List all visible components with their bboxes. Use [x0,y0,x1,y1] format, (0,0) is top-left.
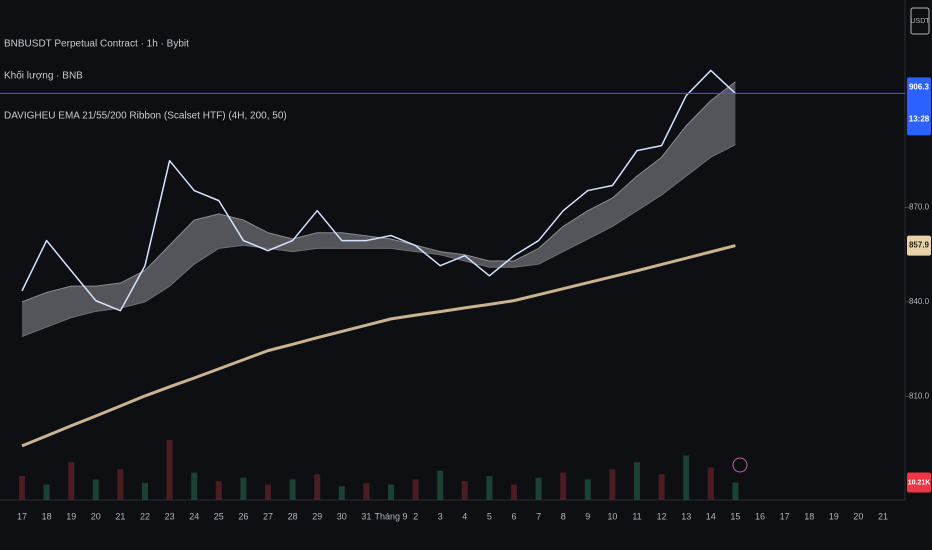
volume-bar [289,479,296,500]
volume-bar [584,479,591,500]
volume-bar [142,482,148,500]
ema-badge-label: 857.9 [909,241,930,250]
x-tick-label: 3 [438,511,443,521]
x-tick-label: 28 [288,511,298,521]
volume-bar [412,479,419,500]
x-tick-label: 26 [238,511,248,521]
volume-bar [511,484,517,500]
x-tick-label: 19 [66,511,76,521]
countdown: 13:28 [909,115,930,124]
currency: USDT [910,18,930,25]
series-line [21,144,736,337]
volume-bar [92,479,99,500]
volume-bar [68,462,75,500]
y-tick-label: 870.0 [909,203,930,212]
x-tick-label: 10 [607,511,617,521]
volume-bar [388,484,394,500]
x-tick-label: 4 [462,511,467,521]
x-tick-label: 8 [561,511,566,521]
x-tick-label: 17 [780,511,790,521]
volume-bar [191,472,198,500]
volume-bar [437,470,444,500]
volume-bar [486,476,493,500]
price-badge-label: 906.3 [909,83,930,92]
currency-box[interactable] [910,7,930,35]
price-badge [907,77,931,136]
x-tick-label: 6 [511,511,516,521]
series-line [21,69,736,312]
volume-bar [535,477,542,500]
volume-bar [707,467,714,500]
volume-bar [166,440,173,500]
indicator-title: DAVIGHEU EMA 21/55/200 Ribbon (Scalset H… [4,111,287,122]
volume-badge [907,472,931,493]
x-tick-label: Tháng 9 [374,511,407,521]
x-tick-label: 14 [706,511,716,521]
y-tick-label: 810.0 [909,391,930,400]
volume-bar [634,462,640,500]
x-tick-label: 25 [214,511,224,521]
x-tick-label: 21 [878,511,888,521]
x-tick-label: 18 [42,511,52,521]
x-tick-label: 20 [853,511,863,521]
volume-bar [265,484,271,500]
volume-title: Khối lượng · BNB [4,70,83,82]
x-tick-label: 15 [730,511,740,521]
chart-title: BNBUSDT Perpetual Contract · 1h · Bybit [4,39,189,50]
plot-area [19,69,739,500]
volume-bar [19,476,25,500]
x-tick-label: 17 [17,511,27,521]
x-tick-label: 16 [755,511,765,521]
x-tick-label: 29 [312,511,322,521]
x-tick-label: 13 [681,511,691,521]
y-tick-label: 840.0 [909,297,930,306]
event-icon[interactable] [732,457,748,473]
x-tick-label: 31 [361,511,371,521]
volume-bar [43,484,50,500]
x-tick-label: 20 [91,511,101,521]
x-tick-label: 11 [632,511,641,521]
x-tick-label: 7 [536,511,541,521]
x-tick-label: 18 [804,511,814,521]
series-line [21,244,736,448]
ribbon-fill [22,81,736,337]
volume-bar [215,481,222,500]
volume-badge-label: 10.21K [908,479,931,486]
volume-bar [683,455,690,500]
x-tick-label: 22 [140,511,150,521]
x-tick-label: 23 [165,511,175,521]
x-tick-label: 12 [657,511,667,521]
volume-bar [461,481,468,500]
ema-badge [907,235,931,256]
x-tick-label: 5 [487,511,492,521]
volume-bar [732,482,739,500]
volume-bar [560,472,567,500]
volume-bar [658,474,665,500]
x-tick-label: 24 [189,511,199,521]
x-tick-label: 19 [829,511,839,521]
volume-bar [240,477,247,500]
x-tick-label: 9 [585,511,590,521]
x-tick-label: 21 [115,511,125,521]
volume-bar [338,486,345,500]
x-tick-label: 2 [413,511,418,521]
volume-bar [314,474,321,500]
volume-bar [609,469,616,500]
volume-bar [363,482,370,500]
x-tick-label: 27 [263,511,273,521]
x-tick-label: 30 [337,511,347,521]
volume-bar [117,469,124,500]
